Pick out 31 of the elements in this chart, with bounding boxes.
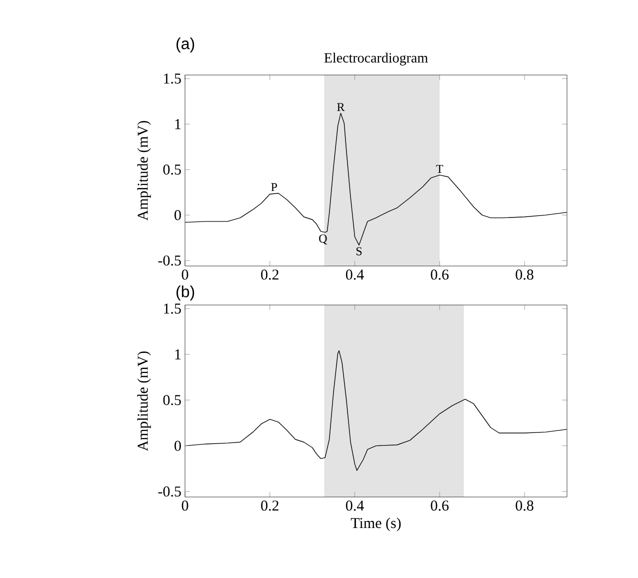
text: (a) [176, 38, 194, 52]
x-tick-label: 0.8 [516, 500, 534, 511]
y-tick-label: -0.5 [158, 255, 181, 266]
y-tick-label: 0 [174, 440, 181, 451]
y-tick-label: 1 [175, 119, 181, 130]
y-tick-label: 1 [175, 349, 181, 360]
x-tick-label: 0.2 [261, 500, 278, 511]
annotation: T [436, 164, 444, 173]
y-tick-label: 0.5 [163, 164, 181, 175]
annotation: S [356, 247, 362, 256]
x-tick-label: 0.4 [346, 500, 364, 511]
x-tick-label: 0.8 [516, 270, 534, 280]
x-tick-label: 0.6 [430, 270, 449, 280]
annotation: P [271, 183, 277, 192]
y-axis-title: Amplitude (mV) [137, 120, 151, 221]
y-tick-label: 0 [174, 210, 181, 220]
y-axis-title: Amplitude (mV) [137, 351, 151, 452]
x-tick-label: 0.4 [346, 270, 364, 280]
annotation: Q [319, 234, 328, 244]
y-tick-label: -0.5 [158, 486, 181, 497]
annotation: R [337, 103, 345, 111]
x-tick-label: 0.6 [430, 500, 449, 511]
chart-title: Electrocardiogram [324, 52, 428, 66]
y-tick-label: 1.5 [164, 74, 181, 84]
x-tick-label: 0 [182, 270, 188, 280]
text: (b) [176, 286, 194, 300]
x-tick-label: 0 [182, 500, 188, 511]
x-axis-title: Time (s) [350, 518, 401, 532]
x-tick-label: 0.2 [261, 270, 278, 280]
y-tick-label: 0.5 [163, 394, 181, 406]
y-tick-label: 1.5 [164, 304, 181, 314]
